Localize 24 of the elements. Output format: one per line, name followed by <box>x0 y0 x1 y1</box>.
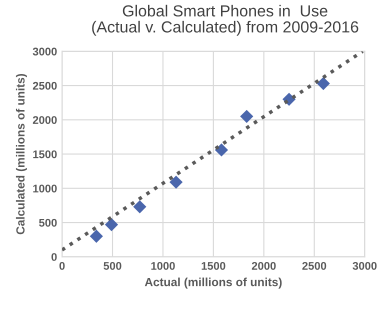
y-tick-label: 3000 <box>32 48 57 56</box>
x-tick-label: 1500 <box>202 262 226 270</box>
x-tick-label: 3000 <box>352 262 377 270</box>
point <box>169 176 183 189</box>
point <box>104 218 118 232</box>
point <box>133 200 146 214</box>
x-tick-label: 1000 <box>151 262 175 270</box>
x-tick-label: 0 <box>59 262 65 270</box>
point <box>316 76 330 90</box>
point <box>214 143 228 157</box>
y-tick-label: 2500 <box>32 82 57 90</box>
y-tick-label: 1500 <box>33 150 57 158</box>
x-axis-title: Actual (millions of units) <box>144 278 282 289</box>
x-tick-label: 2500 <box>302 262 326 270</box>
y-tick-label: 1000 <box>33 184 57 192</box>
point <box>90 230 103 243</box>
chart-title: Global Smart Phones in Use (Actual v. Calculated) from 2009-2016 <box>92 4 358 36</box>
y-axis-title: Calculated (millions of units) <box>16 74 27 234</box>
y-tick-label: 2000 <box>32 116 57 124</box>
x-tick-label: 500 <box>104 262 122 270</box>
point <box>240 110 254 124</box>
y-tick-label: 500 <box>39 218 57 227</box>
x-tick-label: 2000 <box>252 262 276 270</box>
y-tick-label: 0 <box>51 253 57 261</box>
